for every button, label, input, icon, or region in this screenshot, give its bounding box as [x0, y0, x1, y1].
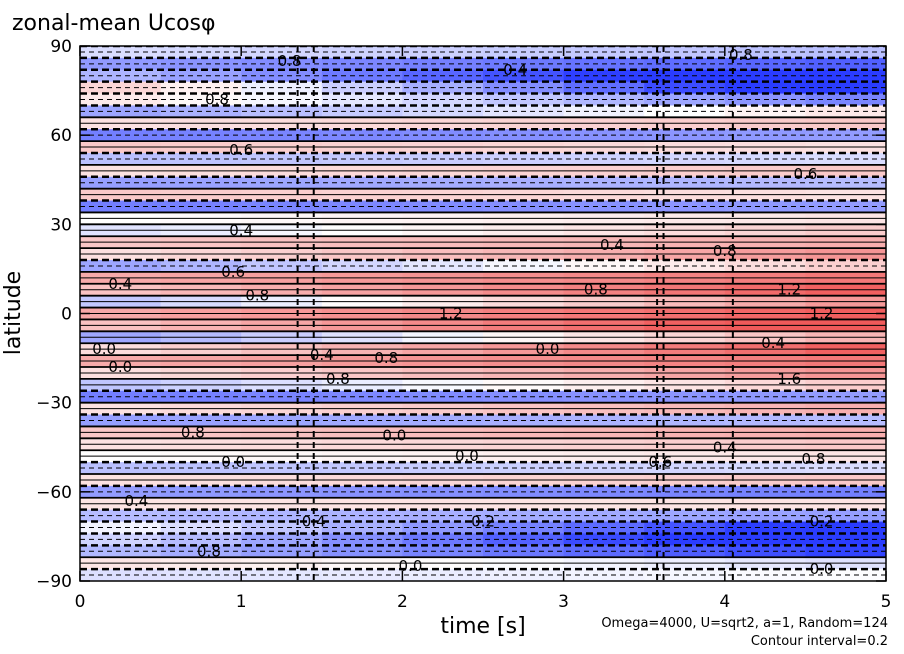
- contour-label: 0.8: [374, 349, 398, 367]
- contour-label: 0.0: [455, 447, 479, 465]
- contour-label: 0.4: [713, 438, 737, 456]
- y-tick-label: −60: [36, 483, 72, 503]
- contour-label: 0.8: [205, 91, 229, 109]
- x-axis: 0 1 2 3 4 5: [75, 46, 892, 612]
- contour-label: 1.2: [439, 305, 463, 323]
- contour-label: 0.2: [471, 513, 495, 531]
- contour-label: 0.6: [793, 165, 817, 183]
- contour-label: 0.8: [197, 542, 221, 560]
- contour-label: 0.8: [584, 281, 608, 299]
- contour-label: 0.8: [713, 242, 737, 260]
- contour-label: 0.0: [382, 426, 406, 444]
- annotation-params: Omega=4000, U=sqrt2, a=1, Random=124: [601, 616, 888, 631]
- annotation-interval: Contour interval=0.2: [751, 634, 888, 649]
- y-tick-label: −30: [36, 394, 72, 414]
- contour-label: 0.2: [810, 513, 834, 531]
- contour-label: 0.0: [92, 340, 116, 358]
- contour-lines: [80, 46, 886, 581]
- x-tick-label: 4: [719, 592, 730, 612]
- contour-label: 0.0: [536, 340, 560, 358]
- contour-label: 0.0: [221, 453, 245, 471]
- contour-label: 0.8: [181, 423, 205, 441]
- contour-label: 0.4: [229, 221, 253, 239]
- contour-label: 0.0: [810, 560, 834, 578]
- y-tick-label: −90: [36, 572, 72, 592]
- x-tick-label: 0: [75, 592, 86, 612]
- y-tick-label: 90: [50, 37, 72, 57]
- contour-label: 1.2: [777, 281, 801, 299]
- contour-label: 0.0: [108, 358, 132, 376]
- contour-labels: 0.80.8 0.40.80.60.60.40.4 0.80.40.60.81.20…: [92, 46, 833, 578]
- contour-label: 0.6: [221, 263, 245, 281]
- x-tick-label: 5: [881, 592, 892, 612]
- contour-label: 0.4: [302, 513, 326, 531]
- contour-label: 0.8: [802, 450, 826, 468]
- contour-label: 0.4: [108, 275, 132, 293]
- contour-label: 0.8: [278, 52, 302, 70]
- contour-label: 0.4: [124, 492, 148, 510]
- contour-label: 0.6: [648, 453, 672, 471]
- contour-label: 0.4: [310, 346, 334, 364]
- contour-label: 0.8: [326, 370, 350, 388]
- contour-label: 1.6: [777, 370, 801, 388]
- contour-label: 0.4: [761, 334, 785, 352]
- chart-title: zonal-mean Ucosφ: [12, 11, 216, 36]
- y-tick-label: 30: [50, 215, 72, 235]
- contour-label: 0.8: [245, 287, 269, 305]
- y-tick-label: 0: [61, 305, 72, 325]
- y-tick-label: 60: [50, 126, 72, 146]
- y-axis: 90 60 30 0 −30 −60 −90: [36, 37, 886, 592]
- x-tick-label: 3: [558, 592, 569, 612]
- contour-label: 0.6: [229, 141, 253, 159]
- contour-label: 0.4: [600, 236, 624, 254]
- x-axis-label: time [s]: [440, 614, 525, 639]
- contour-label: 0.4: [503, 61, 527, 79]
- contour-label: 0.0: [399, 557, 423, 575]
- contour-label: 1.2: [810, 305, 834, 323]
- x-tick-label: 2: [397, 592, 408, 612]
- contour-label: 0.8: [729, 46, 753, 64]
- plot-area: 0.80.8 0.40.80.60.60.40.4 0.80.40.60.81.20…: [80, 46, 886, 581]
- y-axis-label: latitude: [1, 271, 26, 355]
- x-tick-label: 1: [236, 592, 247, 612]
